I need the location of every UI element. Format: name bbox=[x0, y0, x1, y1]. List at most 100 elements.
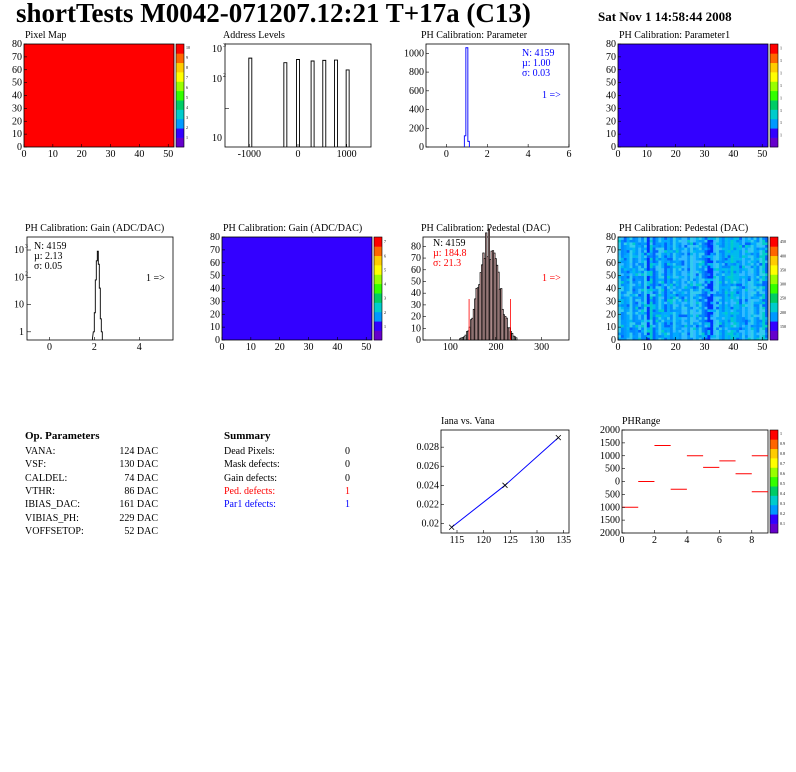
heatmap-cell bbox=[678, 257, 682, 261]
heatmap-cell bbox=[626, 296, 630, 300]
heatmap-cell bbox=[750, 270, 754, 274]
heatmap-cell bbox=[707, 252, 711, 256]
heatmap-cell bbox=[672, 311, 676, 315]
y-tick-exponent: 3 bbox=[223, 43, 226, 49]
heatmap-cell bbox=[707, 314, 711, 318]
heatmap-cell bbox=[724, 332, 728, 336]
heatmap-cell bbox=[687, 293, 691, 297]
heatmap-cell bbox=[695, 252, 700, 256]
heatmap-cell bbox=[687, 267, 691, 271]
heatmap-cell bbox=[721, 242, 726, 246]
heatmap-cell bbox=[739, 270, 743, 274]
heatmap-cell bbox=[675, 249, 679, 253]
heatmap-cell bbox=[626, 278, 630, 282]
heatmap-cell bbox=[667, 237, 671, 240]
heatmap-cell bbox=[753, 275, 757, 279]
heatmap-cell bbox=[649, 303, 653, 307]
heatmap-cell bbox=[707, 270, 711, 274]
colorbar-frame bbox=[769, 429, 779, 534]
heatmap-cell bbox=[707, 334, 711, 338]
colorbar-tick-label: 4 bbox=[186, 105, 188, 110]
heatmap-cell bbox=[747, 296, 751, 300]
heatmap-cell bbox=[672, 249, 676, 253]
heatmap-cell bbox=[687, 237, 691, 240]
heatmap-cell bbox=[716, 247, 720, 251]
heatmap-cell bbox=[672, 283, 676, 287]
heatmap-cell bbox=[727, 298, 731, 302]
heatmap-cell bbox=[759, 252, 763, 256]
heatmap-cell bbox=[750, 257, 754, 261]
heatmap-cell bbox=[618, 249, 622, 253]
heatmap-cell bbox=[664, 327, 668, 330]
heatmap-cell bbox=[721, 267, 726, 271]
heatmap-cell bbox=[641, 291, 645, 294]
y-tick-label: 20 bbox=[411, 312, 421, 323]
heatmap-cell bbox=[753, 283, 757, 287]
heatmap-cell bbox=[667, 296, 671, 300]
heatmap-cell bbox=[669, 262, 674, 266]
y-tick-label: 200 bbox=[409, 123, 424, 134]
heatmap-cell bbox=[672, 314, 676, 318]
heatmap-cell bbox=[672, 265, 676, 269]
heatmap-cell bbox=[716, 321, 720, 325]
heatmap-cell bbox=[652, 306, 656, 310]
heatmap-cell bbox=[759, 288, 763, 292]
heatmap-cell bbox=[646, 324, 651, 328]
heatmap-cell bbox=[618, 334, 622, 338]
heatmap-cell bbox=[698, 316, 702, 320]
heatmap-cell bbox=[649, 283, 653, 287]
heatmap-cell bbox=[744, 273, 749, 276]
heatmap-cell bbox=[756, 252, 760, 256]
heatmap-cell bbox=[744, 280, 749, 284]
heatmap-cell bbox=[744, 319, 749, 323]
heatmap-cell bbox=[693, 316, 697, 320]
heatmap-cell bbox=[690, 298, 694, 302]
heatmap-cell bbox=[721, 275, 726, 279]
heatmap-cell bbox=[635, 252, 639, 256]
heatmap-cell bbox=[623, 278, 627, 282]
heatmap-cell bbox=[684, 324, 688, 328]
heatmap-cell bbox=[681, 242, 685, 246]
heatmap-cell bbox=[710, 242, 714, 246]
heatmap-cell bbox=[661, 291, 665, 294]
heatmap-cell bbox=[739, 262, 743, 266]
heatmap-cell bbox=[756, 285, 760, 289]
heatmap-cell bbox=[727, 324, 731, 328]
heatmap-cell bbox=[750, 260, 754, 264]
heatmap-cell bbox=[693, 298, 697, 302]
heatmap-cell bbox=[678, 332, 682, 336]
y-tick-label: 0.02 bbox=[422, 518, 440, 529]
peak bbox=[283, 62, 288, 147]
heatmap-cell bbox=[701, 293, 705, 297]
heatmap-cell bbox=[701, 296, 705, 300]
heatmap-cell bbox=[733, 291, 737, 294]
heatmap-cell bbox=[759, 293, 763, 297]
heatmap-cell bbox=[695, 275, 700, 279]
heatmap-cell bbox=[681, 319, 685, 323]
heatmap-cell bbox=[710, 239, 714, 243]
heatmap-cell bbox=[675, 262, 679, 266]
x-tick-label: 50 bbox=[361, 342, 371, 353]
heatmap-cell bbox=[684, 278, 688, 282]
heatmap-cell bbox=[721, 262, 726, 266]
heatmap-cell bbox=[707, 306, 711, 310]
chart-title: PH Calibration: Gain (ADC/DAC) bbox=[25, 223, 165, 234]
heatmap-cell bbox=[765, 303, 769, 307]
heatmap-cell bbox=[667, 262, 671, 266]
heatmap-cell bbox=[736, 252, 740, 256]
heatmap-cell bbox=[687, 298, 691, 302]
heatmap-cell bbox=[730, 303, 734, 307]
heatmap-cell bbox=[736, 321, 740, 325]
heatmap-cell bbox=[713, 257, 717, 261]
heatmap-cell bbox=[744, 285, 749, 289]
heatmap-cell bbox=[744, 293, 749, 297]
heatmap-cell bbox=[641, 288, 645, 292]
heatmap-cell bbox=[733, 324, 737, 328]
heatmap-cell bbox=[684, 337, 688, 341]
heatmap-cell bbox=[655, 316, 659, 320]
heatmap-cell bbox=[620, 257, 625, 261]
heatmap-cell bbox=[721, 301, 726, 305]
peak bbox=[248, 57, 253, 147]
heatmap-cell bbox=[643, 249, 648, 253]
heatmap-cell bbox=[765, 298, 769, 302]
